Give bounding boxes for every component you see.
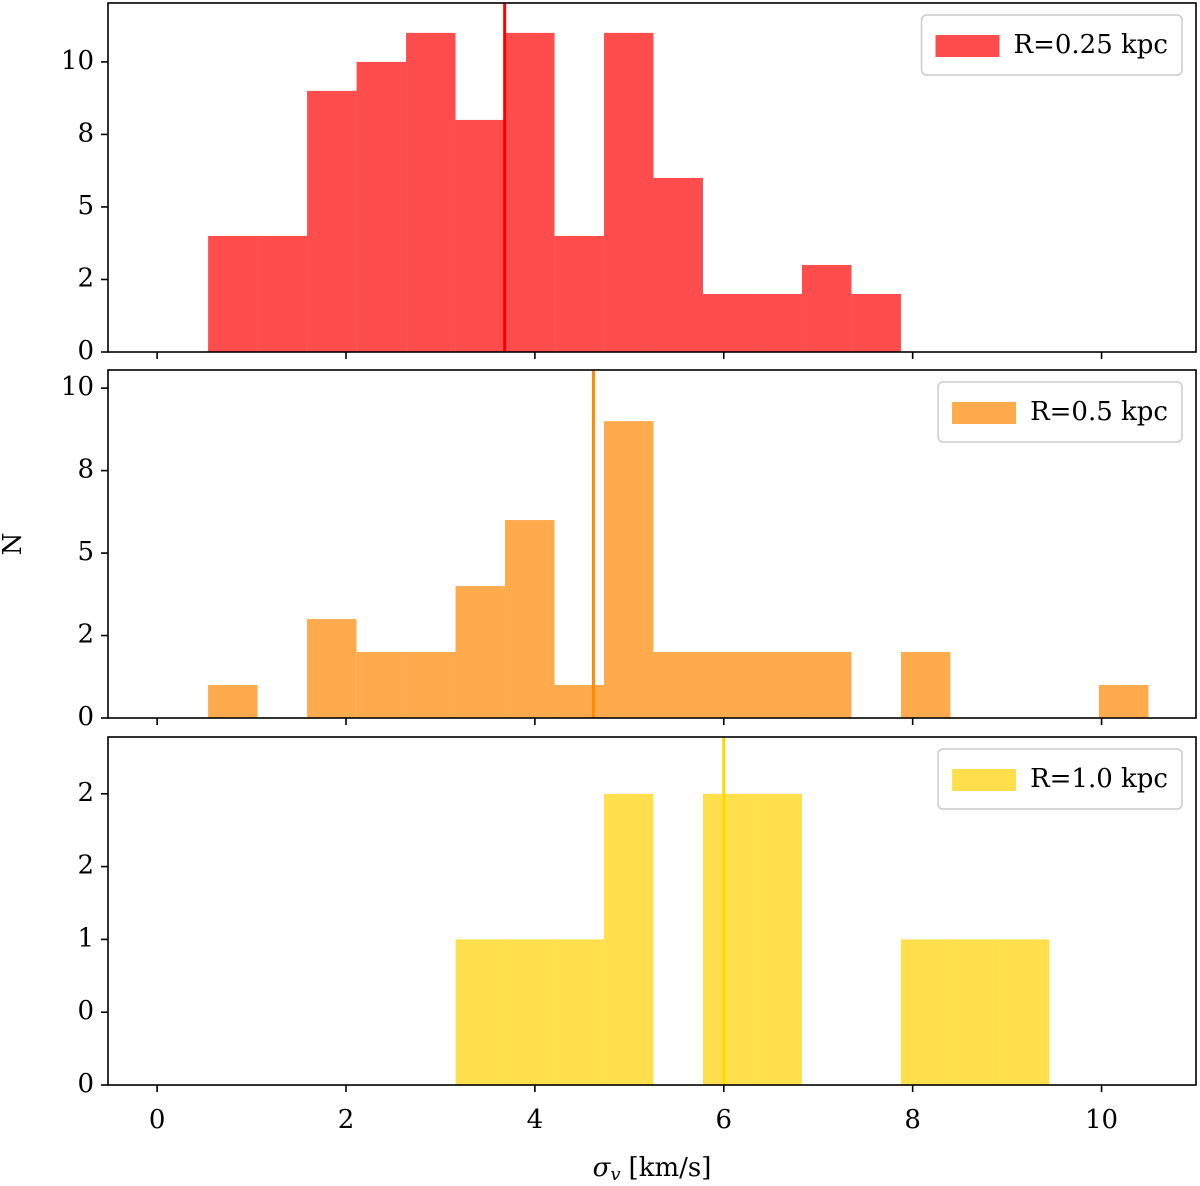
bar <box>554 685 605 718</box>
bar <box>703 793 753 1085</box>
axes-frame <box>107 2 1197 353</box>
bar <box>307 90 357 352</box>
bar <box>455 119 506 353</box>
x-tick-label: 4 <box>527 1105 544 1135</box>
y-tick-label: 0 <box>77 336 94 366</box>
y-tick-label: 10 <box>61 372 94 402</box>
bar <box>752 652 802 718</box>
y-tick-label: 10 <box>61 46 94 76</box>
bar <box>653 652 703 718</box>
bar <box>950 939 1000 1085</box>
bar <box>208 685 258 718</box>
bar <box>653 177 703 352</box>
y-tick-label: 1 <box>77 923 94 953</box>
bar <box>604 32 654 352</box>
bar <box>554 235 605 352</box>
bar <box>900 652 951 718</box>
bar <box>505 32 555 352</box>
y-tick-label: 2 <box>77 778 94 808</box>
bar <box>307 619 357 718</box>
x-label-subscript: v <box>610 1164 620 1185</box>
bar <box>752 793 802 1085</box>
y-tick-label: 0 <box>77 996 94 1026</box>
bar <box>604 421 654 718</box>
y-tick-label: 8 <box>77 118 94 148</box>
bar <box>455 586 506 718</box>
legend-swatch <box>935 35 1000 57</box>
bar <box>604 793 654 1085</box>
bar <box>455 939 506 1085</box>
x-tick-label: 10 <box>1085 1105 1118 1135</box>
bar <box>1098 685 1149 718</box>
x-label-symbol: σ <box>593 1153 612 1183</box>
y-tick-label: 5 <box>77 191 94 221</box>
bar <box>851 293 901 352</box>
legend-frame <box>920 14 1183 76</box>
axes-frame <box>107 736 1197 1086</box>
x-tick-label: 2 <box>338 1105 355 1135</box>
bar <box>703 293 753 352</box>
bar <box>406 652 456 718</box>
legend: R=1.0 kpc <box>937 748 1183 810</box>
bar <box>703 652 753 718</box>
bar <box>356 652 407 718</box>
x-tick-label: 8 <box>904 1105 921 1135</box>
bar <box>752 293 802 352</box>
bar <box>554 939 605 1085</box>
x-axis-label: σv [km/s] <box>593 1153 712 1185</box>
y-tick-label: 2 <box>77 851 94 881</box>
bar <box>505 520 555 718</box>
x-tick-label: 0 <box>149 1105 166 1135</box>
bar <box>257 235 308 352</box>
legend-frame <box>937 381 1183 443</box>
bar <box>900 939 951 1085</box>
y-tick-label: 0 <box>77 1069 94 1099</box>
y-tick-label: 5 <box>77 537 94 567</box>
axes-frame <box>107 369 1197 719</box>
legend: R=0.5 kpc <box>937 381 1183 443</box>
legend: R=0.25 kpc <box>920 14 1183 76</box>
legend-label: R=0.25 kpc <box>1014 30 1168 60</box>
legend-swatch <box>952 769 1017 791</box>
legend-label: R=1.0 kpc <box>1030 764 1168 794</box>
bar <box>999 939 1050 1085</box>
bar <box>406 32 456 352</box>
bar <box>356 61 407 352</box>
bar <box>801 652 852 718</box>
y-axis-label: N <box>0 533 28 556</box>
bar <box>505 939 555 1085</box>
legend-label: R=0.5 kpc <box>1030 397 1168 427</box>
y-tick-label: 0 <box>77 702 94 732</box>
x-label-unit: [km/s] <box>629 1153 712 1183</box>
legend-swatch <box>952 402 1017 424</box>
y-tick-label: 2 <box>77 263 94 293</box>
x-tick-label: 6 <box>716 1105 733 1135</box>
legend-frame <box>937 748 1183 810</box>
y-tick-label: 8 <box>77 455 94 485</box>
bar <box>208 235 258 352</box>
y-tick-label: 2 <box>77 620 94 650</box>
bar <box>801 264 852 352</box>
